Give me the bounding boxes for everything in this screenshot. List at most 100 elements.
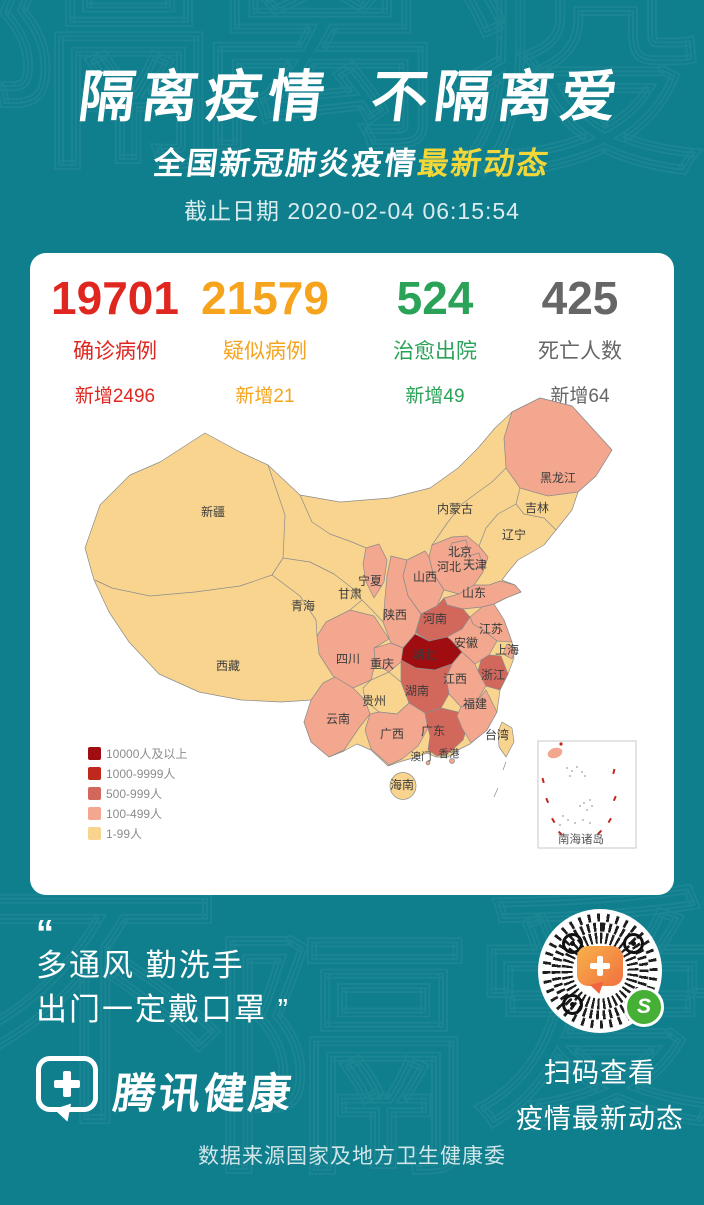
quote-line-2: 出门一定戴口罩 ”	[36, 992, 290, 1027]
legend-label: 1-99人	[106, 827, 142, 841]
province-boundary-lines	[271, 574, 318, 637]
legend-swatch	[88, 747, 101, 760]
province-label: 浙江	[481, 668, 505, 682]
legend-label: 500-999人	[106, 787, 162, 801]
stat-confirmed-delta: 新增2496	[74, 386, 156, 407]
stat-recovered-label: 治愈出院	[393, 340, 477, 363]
province-label: 上海	[495, 642, 519, 657]
province-label: 西藏	[216, 659, 240, 673]
province-label: 贵州	[362, 694, 386, 708]
province-shape	[449, 758, 455, 764]
map-legend: 10000人及以上 1000-9999人 500-999人 100-499人 1…	[88, 747, 187, 841]
stat-deaths-delta: 新增64	[550, 386, 610, 407]
province-label: 台湾	[485, 727, 509, 742]
legend-label: 100-499人	[106, 807, 162, 821]
province-label: 天津	[463, 558, 487, 572]
legend-label: 1000-9999人	[106, 767, 175, 781]
province-boundary-lines	[267, 464, 286, 576]
province-label: 陕西	[383, 607, 407, 622]
stat-deaths: 425 死亡人数 新增64	[505, 275, 655, 408]
province-label: 四川	[336, 652, 360, 666]
province-label: 广东	[421, 724, 445, 738]
inset-dash-line	[541, 768, 617, 836]
inset-islets	[559, 766, 593, 826]
province-label: 新疆	[201, 504, 225, 519]
province-label: 安徽	[454, 635, 478, 650]
province-shape	[448, 539, 470, 557]
watermark-glyph: 疫	[449, 0, 704, 205]
province-boundary-lines	[94, 574, 273, 597]
province-label: 甘肃	[338, 587, 362, 601]
tencent-health-bubble-icon	[36, 1056, 98, 1125]
quote-line-1: 多通风 勤洗手	[36, 948, 245, 983]
province-shape	[468, 552, 484, 570]
province-boundary-lines	[299, 494, 367, 549]
legend-swatch	[88, 827, 101, 840]
province-boundary-lines	[478, 503, 517, 547]
province-label: 香港	[439, 748, 460, 760]
qr-eye-icon	[623, 933, 644, 954]
province-boundary-lines	[515, 487, 557, 531]
qr-eye-icon	[562, 994, 583, 1015]
page-title: 隔离疫情 不隔离爱	[75, 65, 628, 128]
province-label: 河北	[437, 560, 461, 574]
province-label: 海南	[390, 777, 414, 792]
province-shape	[389, 772, 417, 800]
province-label: 北京	[448, 545, 472, 559]
stat-suspected-delta: 新增21	[235, 386, 295, 407]
province-label: 重庆	[370, 657, 394, 671]
province-boundary-lines	[493, 761, 507, 798]
province-label: 广西	[380, 727, 404, 741]
province-shape	[364, 702, 429, 766]
province-shape	[303, 676, 371, 758]
legend-swatch	[88, 807, 101, 820]
province-label: 山西	[413, 570, 437, 584]
qr-caption-line2: 疫情最新动态	[516, 1104, 684, 1134]
province-label: 内蒙古	[437, 501, 473, 516]
province-shape	[497, 721, 515, 758]
watermark-glyph: 离	[189, 0, 451, 180]
province-shape	[425, 760, 431, 766]
province-label: 福建	[463, 696, 487, 711]
china-choropleth-map: 新疆 西藏 青海 甘肃 宁夏 内蒙古 黑龙江 吉林 辽宁 北京 天津 河北 山西…	[84, 397, 637, 849]
province-label: 云南	[326, 711, 350, 726]
province-shape	[316, 609, 390, 689]
quote-open-mark: “	[36, 912, 54, 953]
stat-confirmed-value: 19701	[51, 272, 179, 324]
inset-island	[547, 747, 563, 759]
province-boundary-lines	[282, 557, 363, 611]
province-shape	[502, 643, 517, 660]
province-shape	[456, 689, 498, 744]
legend-label: 10000人及以上	[106, 747, 187, 761]
watermark-glyph: 隔	[0, 0, 216, 200]
qr-code: S	[538, 909, 664, 1033]
wechat-miniprogram-icon: S	[624, 987, 664, 1027]
south-china-sea-inset: 南海诸岛	[537, 740, 637, 849]
province-label: 湖南	[405, 683, 429, 698]
inset-label: 南海诸岛	[558, 832, 604, 846]
stat-recovered-delta: 新增49	[405, 386, 465, 407]
province-label: 吉林	[525, 501, 549, 515]
stat-suspected-label: 疑似病例	[223, 340, 307, 363]
province-shape	[503, 397, 613, 497]
province-shape	[362, 543, 388, 599]
stat-recovered-value: 524	[396, 272, 474, 324]
stat-confirmed-label: 确诊病例	[73, 340, 157, 363]
stat-confirmed: 19701 确诊病例 新增2496	[40, 275, 190, 408]
qr-caption-line1: 扫码查看	[544, 1058, 656, 1088]
province-label: 江苏	[479, 622, 503, 636]
province-label: 河南	[423, 611, 447, 626]
subtitle-prefix: 全国新冠肺炎疫情	[151, 146, 420, 181]
legend-swatch	[88, 787, 101, 800]
province-boundary-lines	[431, 467, 507, 546]
tencent-health-logo-icon	[577, 946, 623, 996]
province-label: 湖北	[412, 647, 436, 662]
province-shape	[477, 654, 509, 691]
cutoff-date: 截止日期 2020-02-04 06:15:54	[184, 198, 520, 224]
stats-map-card: 19701 确诊病例 新增2496 21579 疑似病例 新增21 524 治愈…	[30, 253, 674, 895]
watermark-glyph: 隔	[209, 915, 471, 1205]
page-subtitle: 全国新冠肺炎疫情最新动态	[0, 138, 704, 183]
province-label: 黑龙江	[540, 471, 576, 485]
brand-name: 腾讯健康	[110, 1070, 297, 1117]
province-label: 山东	[462, 586, 486, 600]
